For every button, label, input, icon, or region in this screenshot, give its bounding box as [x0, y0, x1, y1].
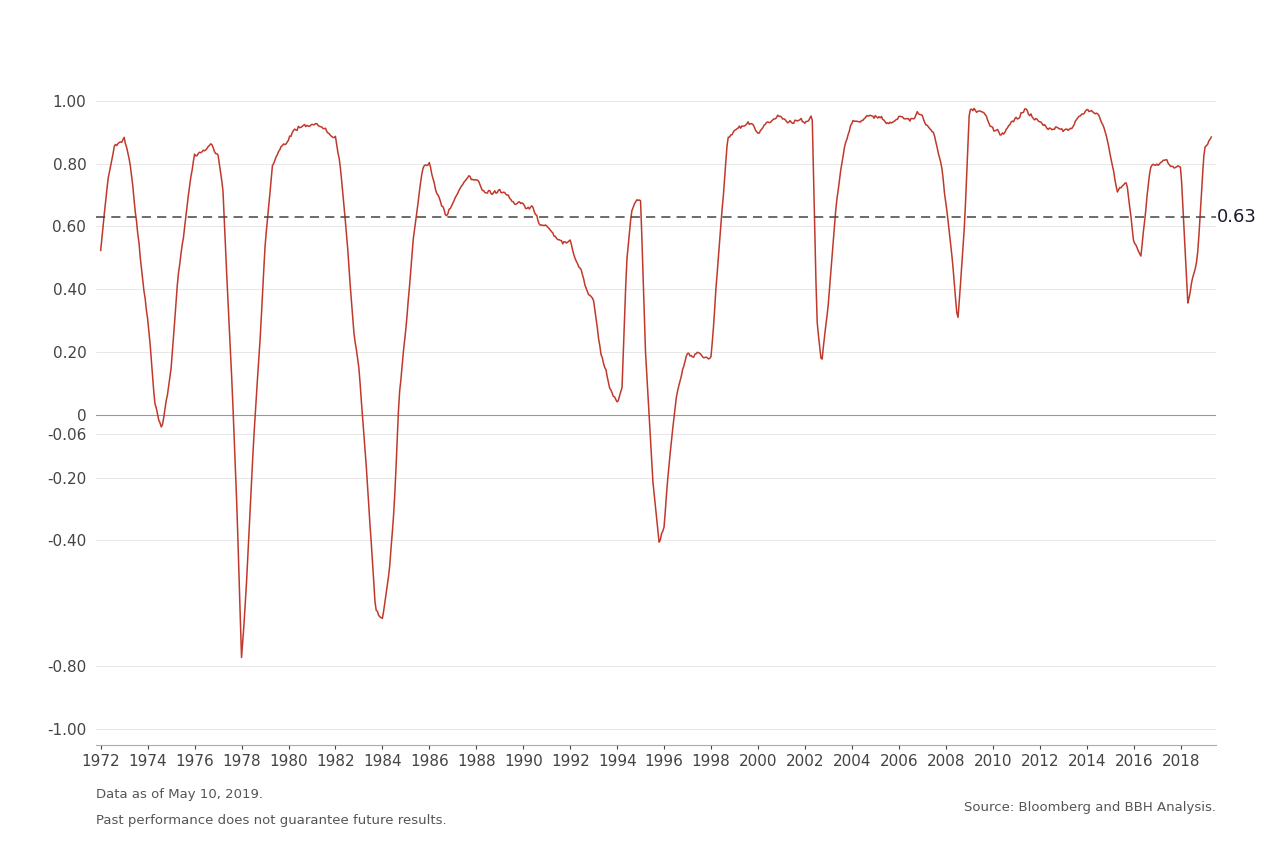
Text: Data as of May 10, 2019.: Data as of May 10, 2019. [96, 788, 262, 802]
Text: Source: Bloomberg and BBH Analysis.: Source: Bloomberg and BBH Analysis. [964, 801, 1216, 814]
Text: Past performance does not guarantee future results.: Past performance does not guarantee futu… [96, 814, 447, 827]
Text: MSCI EAFE ($) VS. S&P 500 ONE-YEAR ROLLING RETURNS: MSCI EAFE ($) VS. S&P 500 ONE-YEAR ROLLI… [590, 24, 1028, 38]
Text: 0.63: 0.63 [1217, 208, 1257, 226]
Text: INTERNATIONAL DEVELOPED CORRELATIONS: INTERNATIONAL DEVELOPED CORRELATIONS [17, 19, 625, 43]
